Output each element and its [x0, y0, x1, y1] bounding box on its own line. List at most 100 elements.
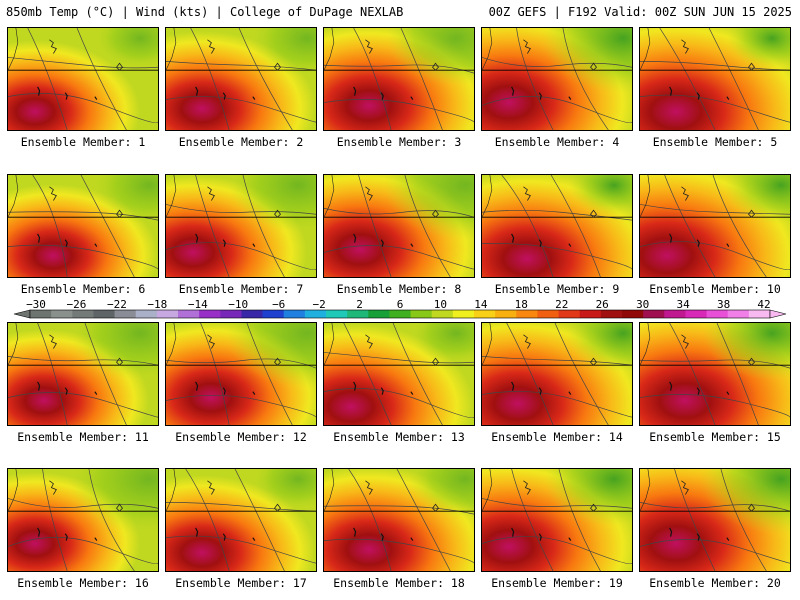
- colorbar-swatch: [431, 310, 454, 318]
- member-map-panel: [7, 174, 159, 278]
- ensemble-member-label: Ensemble Member: 3: [336, 135, 462, 149]
- member-map-panel: [639, 174, 791, 278]
- ensemble-member-label: Ensemble Member: 13: [333, 430, 465, 444]
- colorbar-swatch: [410, 310, 433, 318]
- colorbar-tick-label: −26: [66, 298, 87, 311]
- colorbar-swatch: [262, 310, 285, 318]
- temperature-map: [324, 175, 474, 277]
- temperature-map: [482, 28, 632, 130]
- colorbar-swatch: [706, 310, 729, 318]
- member-map-panel: [323, 174, 475, 278]
- colorbar-swatch: [51, 310, 73, 318]
- member-map-panel: [481, 468, 633, 572]
- colorbar-swatch: [643, 310, 665, 318]
- colorbar-swatch: [347, 310, 369, 318]
- colorbar-tick-label: −6: [272, 298, 286, 311]
- member-map-panel: [639, 468, 791, 572]
- member-map-panel: [165, 174, 317, 278]
- colorbar-swatch: [558, 310, 581, 318]
- member-map-panel: [165, 27, 317, 131]
- colorbar-tick-label: 22: [555, 298, 569, 311]
- colorbar-swatch: [389, 310, 411, 318]
- model-run-info: 00Z GEFS | F192 Valid: 00Z SUN JUN 15 20…: [488, 5, 792, 19]
- member-map-panel: [7, 27, 159, 131]
- colorbar-swatch: [516, 310, 538, 318]
- temperature-map: [640, 175, 790, 277]
- ensemble-member-label: Ensemble Member: 15: [649, 430, 781, 444]
- ensemble-member-label: Ensemble Member: 12: [175, 430, 307, 444]
- colorbar-tick-label: 42: [757, 298, 771, 311]
- temperature-map: [640, 323, 790, 425]
- ensemble-member-label: Ensemble Member: 16: [17, 576, 149, 590]
- colorbar-swatch: [537, 310, 559, 318]
- map-title: 850mb Temp (°C) | Wind (kts) | College o…: [6, 5, 404, 19]
- ensemble-member-label: Ensemble Member: 17: [175, 576, 307, 590]
- ensemble-member-label: Ensemble Member: 14: [491, 430, 623, 444]
- colorbar-swatch: [156, 310, 179, 318]
- colorbar-tick-label: 26: [595, 298, 609, 311]
- colorbar-swatch: [304, 310, 327, 318]
- colorbar-swatch: [283, 310, 306, 318]
- colorbar-swatch: [685, 310, 707, 318]
- colorbar-swatch: [241, 310, 263, 318]
- ensemble-member-label: Ensemble Member: 1: [20, 135, 146, 149]
- member-map-panel: [7, 468, 159, 572]
- temperature-map: [482, 469, 632, 571]
- colorbar-swatch: [114, 310, 137, 318]
- colorbar-swatch: [579, 310, 602, 318]
- colorbar-swatch: [727, 310, 750, 318]
- temperature-map: [8, 469, 158, 571]
- colorbar-swatch: [474, 310, 496, 318]
- colorbar-tick-label: 34: [676, 298, 690, 311]
- colorbar-tick-label: 14: [474, 298, 488, 311]
- colorbar-swatch: [326, 310, 348, 318]
- temperature-map: [324, 469, 474, 571]
- temperature-map: [324, 323, 474, 425]
- colorbar-tick-label: 2: [356, 298, 363, 311]
- member-map-panel: [165, 322, 317, 426]
- temperature-map: [482, 175, 632, 277]
- ensemble-member-label: Ensemble Member: 11: [17, 430, 149, 444]
- temperature-colorbar: −30 −26 −22 −18 −14 −10 −6 −2 2 6 10 14 18 22 26 30 34 38…: [0, 298, 800, 322]
- ensemble-member-label: Ensemble Member: 4: [494, 135, 620, 149]
- ensemble-member-label: Ensemble Member: 5: [652, 135, 778, 149]
- ensemble-member-label: Ensemble Member: 7: [178, 282, 304, 296]
- ensemble-member-label: Ensemble Member: 20: [649, 576, 781, 590]
- temperature-map: [640, 469, 790, 571]
- ensemble-member-label: Ensemble Member: 2: [178, 135, 304, 149]
- member-map-panel: [639, 322, 791, 426]
- member-map-panel: [639, 27, 791, 131]
- colorbar-swatch: [622, 310, 644, 318]
- colorbar-tick-label: −14: [187, 298, 208, 311]
- member-map-panel: [481, 27, 633, 131]
- colorbar-tick-label: 18: [514, 298, 528, 311]
- temperature-map: [640, 28, 790, 130]
- member-map-panel: [481, 322, 633, 426]
- temperature-map: [166, 323, 316, 425]
- temperature-map: [482, 323, 632, 425]
- ensemble-member-label: Ensemble Member: 8: [336, 282, 462, 296]
- member-map-panel: [165, 468, 317, 572]
- colorbar-swatch: [368, 310, 390, 318]
- member-map-panel: [323, 322, 475, 426]
- ensemble-member-label: Ensemble Member: 10: [649, 282, 781, 296]
- colorbar-swatch: [452, 310, 475, 318]
- colorbar-swatch: [220, 310, 242, 318]
- colorbar-tick-label: −18: [147, 298, 168, 311]
- member-map-panel: [323, 27, 475, 131]
- colorbar-swatches: [13, 309, 787, 319]
- temperature-map: [324, 28, 474, 130]
- colorbar-swatch: [600, 310, 623, 318]
- colorbar-tick-label: −10: [228, 298, 249, 311]
- colorbar-min-arrow: [13, 309, 31, 319]
- member-map-panel: [7, 322, 159, 426]
- temperature-map: [166, 28, 316, 130]
- temperature-map: [8, 175, 158, 277]
- colorbar-swatch: [30, 310, 52, 318]
- colorbar-swatch: [495, 310, 517, 318]
- colorbar-max-arrow: [769, 309, 787, 319]
- colorbar-tick-label: 38: [716, 298, 731, 311]
- colorbar-tick-label: 6: [396, 298, 404, 311]
- colorbar-swatch: [72, 310, 94, 318]
- ensemble-member-label: Ensemble Member: 9: [494, 282, 620, 296]
